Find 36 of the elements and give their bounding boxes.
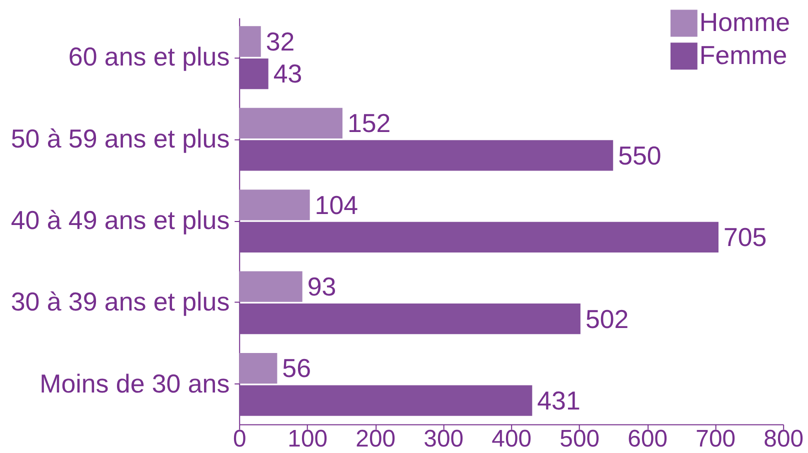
x-tick-label: 700 bbox=[696, 426, 736, 453]
data-label: 104 bbox=[314, 192, 358, 220]
data-label: 43 bbox=[273, 60, 302, 89]
bar bbox=[239, 304, 580, 334]
y-tick-label: 60 ans et plus bbox=[68, 44, 230, 72]
x-tick-label: 400 bbox=[492, 426, 532, 453]
legend-label: Homme bbox=[699, 9, 790, 38]
data-label: 705 bbox=[723, 224, 767, 252]
bar bbox=[239, 222, 718, 252]
bar bbox=[239, 26, 261, 57]
bar bbox=[239, 190, 310, 220]
y-tick-label: 40 à 49 ans et plus bbox=[10, 206, 230, 235]
bar bbox=[239, 385, 532, 416]
data-label: 502 bbox=[585, 306, 629, 334]
bar bbox=[239, 108, 342, 139]
bar bbox=[239, 352, 278, 384]
data-label: 56 bbox=[282, 355, 311, 384]
x-tick-label: 300 bbox=[424, 426, 464, 453]
x-tick-label: 500 bbox=[560, 426, 600, 453]
y-tick-label: 50 à 59 ans et plus bbox=[10, 125, 230, 154]
x-tick-label: 600 bbox=[628, 426, 668, 453]
data-label: 32 bbox=[266, 28, 295, 56]
bar bbox=[239, 58, 268, 90]
data-label: 431 bbox=[537, 387, 580, 416]
y-tick-label: Moins de 30 ans bbox=[40, 370, 230, 398]
bar bbox=[239, 140, 614, 171]
bar bbox=[239, 271, 302, 302]
data-label: 152 bbox=[347, 110, 391, 138]
data-label: 550 bbox=[618, 142, 662, 170]
x-tick-label: 0 bbox=[232, 426, 246, 453]
x-tick-label: 100 bbox=[288, 426, 328, 453]
y-tick-label: 30 à 39 ans et plus bbox=[10, 288, 230, 317]
legend-label: Femme bbox=[699, 42, 788, 70]
x-tick-label: 800 bbox=[764, 426, 804, 453]
x-tick-label: 200 bbox=[356, 426, 396, 453]
data-label: 93 bbox=[307, 274, 336, 302]
